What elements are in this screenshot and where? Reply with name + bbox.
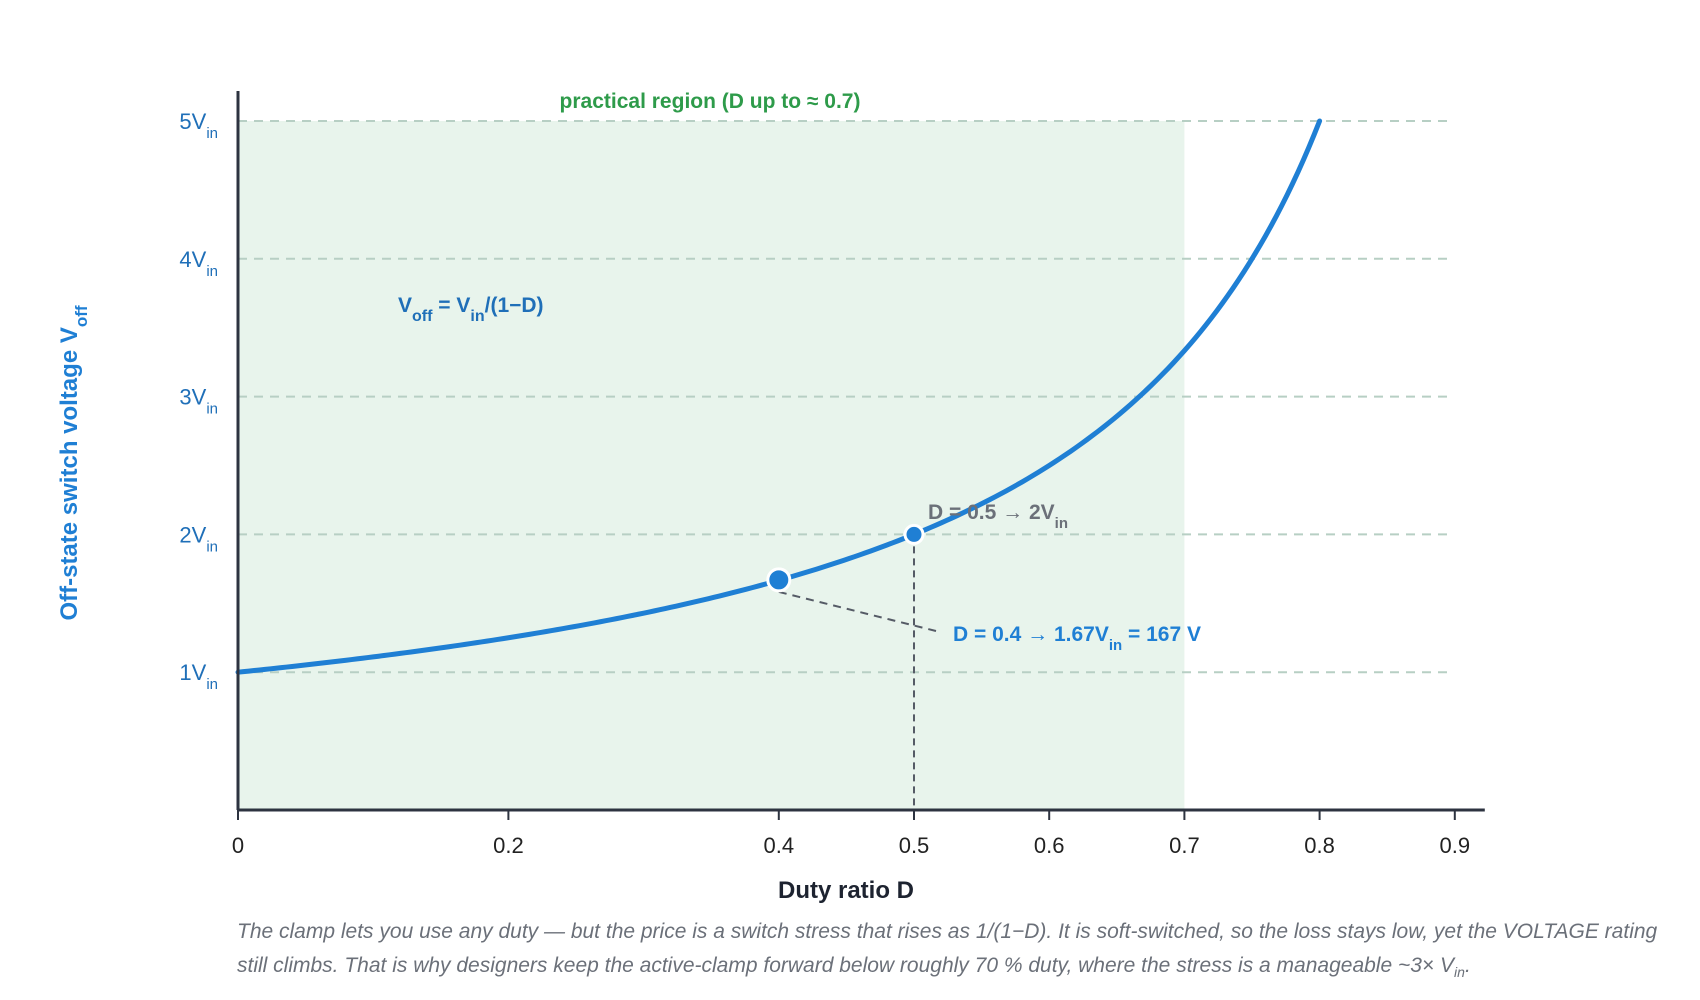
x-tick-label: 0.2 <box>493 833 524 858</box>
x-tick-label: 0.6 <box>1034 833 1065 858</box>
x-axis-title: Duty ratio D <box>778 877 914 904</box>
region-label: practical region (D up to ≈ 0.7) <box>560 90 861 113</box>
point-label-d05: D = 0.5 → 2Vin <box>928 501 1068 532</box>
x-tick-label: 0.4 <box>764 833 795 858</box>
x-tick-label: 0.5 <box>899 833 930 858</box>
y-tick-label: 4Vin <box>179 247 218 280</box>
y-tick-label: 2Vin <box>179 522 218 555</box>
x-axis-ticks: 0 0.2 0.4 0.5 0.6 0.7 0.8 0.9 <box>232 810 1470 858</box>
practical-region <box>238 121 1185 810</box>
grid-lines <box>238 120 1451 674</box>
y-axis-ticks: 1Vin 2Vin 3Vin 4Vin 5Vin <box>179 109 218 693</box>
point-d04 <box>766 567 792 593</box>
formula-label: Voff = Vin/(1−D) <box>398 294 544 325</box>
figure-caption: The clamp lets you use any duty — but th… <box>237 920 1658 981</box>
highlight-points <box>766 523 925 593</box>
axes <box>236 91 1485 812</box>
y-tick-label: 3Vin <box>179 385 218 418</box>
guide-lines <box>778 534 941 810</box>
point-d05 <box>903 523 925 545</box>
y-axis-title: Off-state switch voltage Voff <box>56 305 91 620</box>
x-tick-label: 0.9 <box>1440 833 1471 858</box>
y-tick-label: 5Vin <box>179 109 218 142</box>
y-tick-label: 1Vin <box>179 660 218 693</box>
point-label-d04: D = 0.4 → 1.67Vin = 167 V <box>953 623 1201 654</box>
x-tick-label: 0.7 <box>1169 833 1200 858</box>
x-tick-label: 0 <box>232 833 244 858</box>
x-tick-label: 0.8 <box>1304 833 1335 858</box>
